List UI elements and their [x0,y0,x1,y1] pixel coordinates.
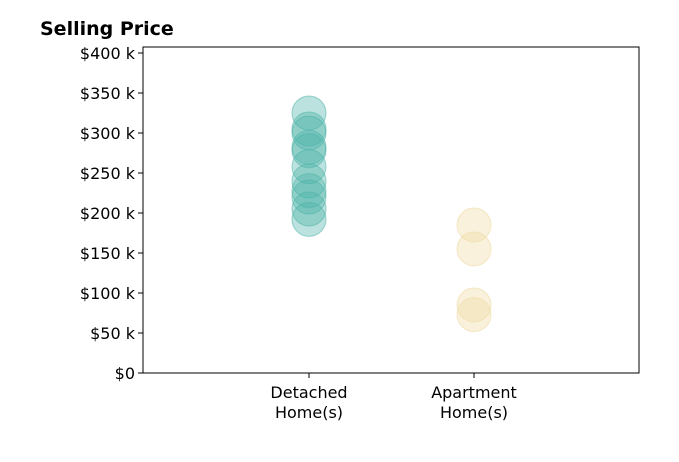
data-point-detached [291,149,327,185]
y-tick-label: $350 k [80,84,136,103]
y-tick-label: $50 k [90,324,136,343]
x-category-label: Home(s) [440,403,508,422]
y-tick-label: $300 k [80,124,136,143]
y-tick-label: $250 k [80,164,136,183]
y-tick-label: $200 k [80,204,136,223]
y-tick-label: $0 [115,364,135,383]
data-point-detached [291,133,327,169]
y-tick-label: $400 k [80,44,136,63]
x-category-label: Home(s) [275,403,343,422]
x-category-label: Apartment [431,383,517,402]
data-points [291,95,492,333]
data-point-detached [291,163,327,199]
data-point-detached [291,191,327,227]
x-category-label: Detached [270,383,347,402]
data-point-apartment [456,207,492,243]
data-point-detached [291,201,327,237]
data-point-apartment [456,287,492,323]
y-axis: $0 $50 k $100 k $150 k $200 k $250 k $300 k $35… [80,44,143,383]
chart-title: Selling Price [40,18,174,40]
data-point-detached [291,179,327,215]
y-tick-label: $150 k [80,244,136,263]
data-point-apartment [456,231,492,267]
y-tick-label: $100 k [80,284,136,303]
data-point-apartment [456,297,492,333]
plot-frame [142,46,640,374]
